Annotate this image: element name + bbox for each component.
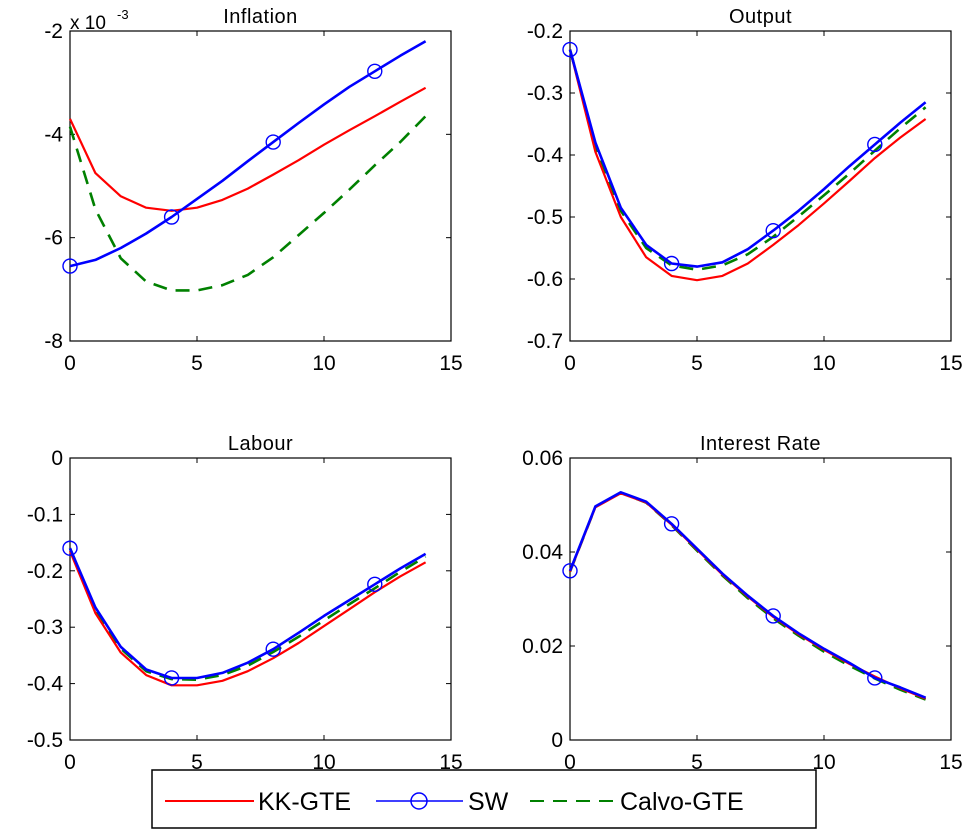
subplot-3: 0 5 10 15 0 -0.1 -0.2 -0.3 -0.4 -0.5 Labour — [27, 433, 463, 774]
x-tick-label: 10 — [312, 751, 335, 774]
x-tick-label: 10 — [812, 352, 835, 375]
sw-marker — [367, 63, 383, 80]
sw-marker — [867, 136, 883, 153]
x-tick-label: 5 — [691, 352, 703, 375]
series-line-kk-gte — [568, 49, 927, 282]
sw-marker — [62, 540, 78, 556]
x-tick-label: 15 — [439, 352, 462, 375]
y-tick-label: -0.7 — [527, 330, 563, 353]
x-tick-label: 10 — [812, 751, 835, 774]
legend-label-sw: SW — [468, 788, 509, 816]
x-tick-label: 5 — [191, 751, 203, 774]
y-tick-label: -2 — [44, 20, 63, 43]
subplot-4: 0 5 10 15 0 0.02 0.04 0.06 Interest Rate — [522, 433, 963, 774]
y-tick-label: 0.02 — [522, 635, 563, 658]
x-tick-label: 0 — [64, 352, 76, 375]
sw-marker — [367, 576, 383, 593]
y-tick-label: -0.1 — [27, 503, 63, 526]
sw-marker — [163, 209, 180, 225]
sw-marker — [265, 641, 281, 657]
subplot-1: 0 5 10 15 -2 -4 -6 -8 Inflation x 10 -3 — [44, 6, 462, 375]
series-line-kk-gte — [68, 550, 427, 687]
series-line-sw — [68, 547, 427, 680]
legend-marker-sw — [410, 792, 428, 810]
subplot-title: Inflation — [223, 6, 298, 28]
y-tick-label: 0.06 — [522, 447, 563, 470]
series-line-sw — [69, 40, 427, 268]
x-tick-label: 15 — [939, 352, 962, 375]
x-tick-label: 0 — [564, 751, 576, 774]
y-tick-label: -0.4 — [527, 144, 564, 167]
x-tick-label: 5 — [691, 751, 703, 774]
legend-label-calvo-gte: Calvo-GTE — [620, 788, 744, 816]
sw-marker — [663, 255, 680, 272]
y-exponent-label: x 10 — [70, 13, 106, 34]
sw-marker — [265, 134, 281, 150]
sw-marker — [663, 516, 680, 532]
series-line-kk-gte — [69, 86, 427, 212]
y-tick-label: -8 — [44, 330, 63, 353]
y-tick-label: 0.04 — [522, 541, 563, 564]
x-tick-label: 15 — [939, 751, 962, 774]
y-tick-label: -6 — [44, 227, 63, 250]
subplot-grid: 0 5 10 15 -2 -4 -6 -8 Inflation x 10 -3 0 5 10 15 -0.2 -… — [27, 6, 963, 774]
sw-marker — [765, 222, 781, 239]
x-tick-label: 15 — [439, 751, 462, 774]
y-tick-label: -0.2 — [527, 20, 563, 43]
plot-area — [69, 457, 452, 741]
series-line-sw — [568, 490, 927, 699]
sw-marker — [867, 670, 883, 686]
series-line-calvo-gte — [68, 115, 427, 292]
chart-legend: KK-GTE SW Calvo-GTE — [151, 769, 817, 829]
x-tick-label: 0 — [564, 352, 576, 375]
legend-label-kk-gte: KK-GTE — [258, 788, 351, 816]
x-tick-label: 5 — [191, 352, 203, 375]
y-tick-label: -0.5 — [527, 206, 563, 229]
plot-area — [569, 457, 952, 741]
subplot-title: Interest Rate — [700, 433, 821, 455]
sw-marker — [62, 258, 78, 274]
x-tick-label: 10 — [312, 352, 335, 375]
sw-marker — [562, 563, 578, 579]
y-tick-label: 0 — [51, 447, 63, 470]
sw-marker — [562, 41, 578, 58]
series-line-sw — [568, 49, 927, 268]
plot-area — [569, 30, 952, 342]
series-line-calvo-gte — [568, 49, 927, 272]
subplot-title: Labour — [228, 433, 293, 455]
sw-marker — [765, 608, 781, 624]
y-exponent-power: -3 — [117, 7, 129, 22]
y-tick-label: -0.6 — [527, 268, 563, 291]
subplot-2: 0 5 10 15 -0.2 -0.3 -0.4 -0.5 -0.6 -0.7 Output — [527, 6, 963, 375]
x-tick-label: 0 — [64, 751, 76, 774]
y-tick-label: -0.3 — [527, 82, 563, 105]
y-tick-label: -0.5 — [27, 729, 63, 752]
y-tick-label: -4 — [44, 123, 63, 146]
series-line-calvo-gte — [568, 491, 927, 701]
y-tick-label: 0 — [551, 729, 563, 752]
y-tick-label: -0.4 — [27, 673, 64, 696]
sw-marker — [163, 670, 180, 686]
plot-area — [69, 30, 452, 342]
legend-box — [151, 769, 817, 829]
y-tick-label: -0.3 — [27, 616, 63, 639]
y-tick-label: -0.2 — [27, 560, 63, 583]
subplot-title: Output — [729, 6, 792, 28]
